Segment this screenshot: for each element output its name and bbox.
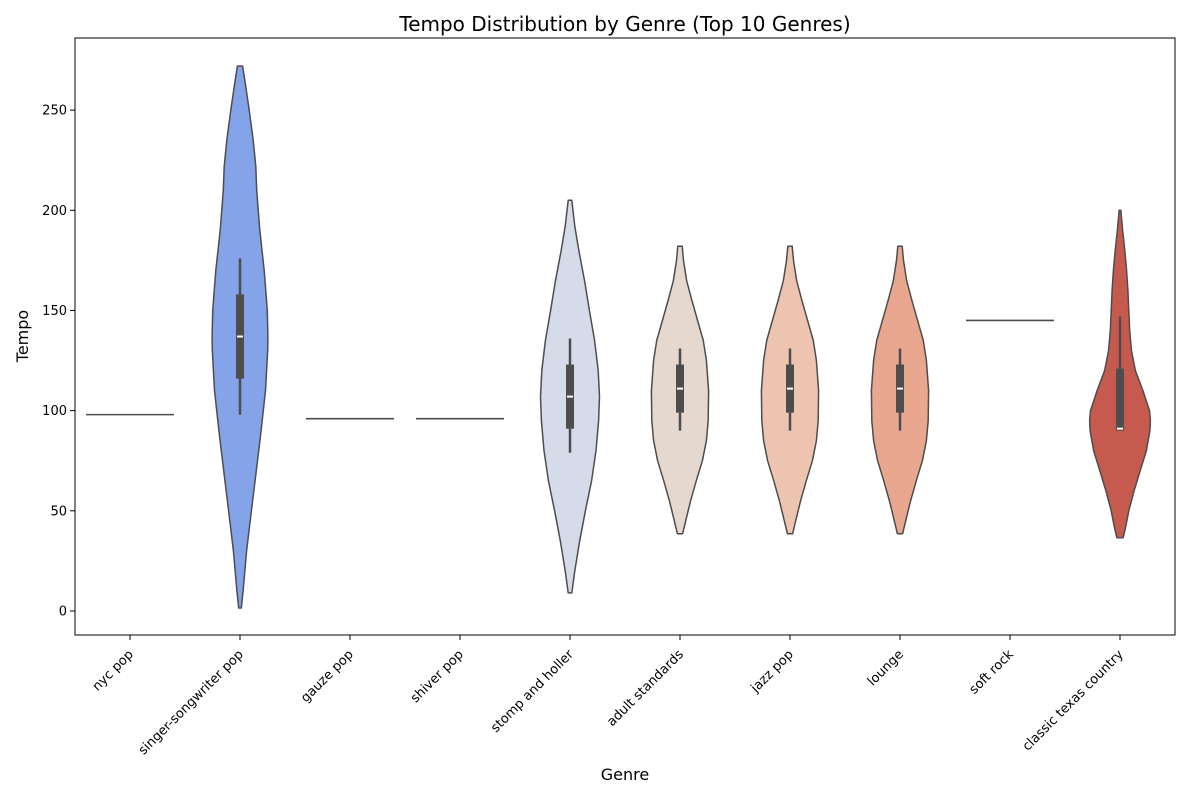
y-axis-label: Tempo	[13, 310, 32, 363]
x-tick-label: classic texas country	[1020, 647, 1127, 754]
x-tick-label: soft rock	[967, 647, 1018, 698]
y-tick-label: 0	[59, 604, 67, 619]
plot-frame	[74, 37, 1176, 636]
x-tick-label: shiver pop	[408, 647, 467, 706]
chart-title: Tempo Distribution by Genre (Top 10 Genr…	[398, 12, 850, 36]
violin-layer	[86, 65, 1152, 609]
x-tick-label: nyc pop	[90, 647, 137, 694]
x-axis-label: Genre	[601, 765, 649, 784]
x-tick-label: adult standards	[604, 647, 687, 730]
x-tick-label: singer-songwriter pop	[136, 647, 247, 758]
y-axis: 0 50 100 150 200 250	[42, 104, 75, 619]
x-tick-label: lounge	[865, 647, 907, 689]
y-tick-label: 250	[42, 104, 67, 119]
x-axis: nyc pop singer-songwriter pop gauze pop shi…	[90, 635, 1127, 758]
violin-box	[1116, 368, 1124, 431]
x-tick-label: jazz pop	[747, 647, 796, 696]
y-tick-label: 100	[42, 404, 67, 419]
x-tick-label: stomp and holler	[488, 647, 577, 736]
y-tick-label: 200	[42, 204, 67, 219]
y-tick-label: 150	[42, 304, 67, 319]
x-tick-label: gauze pop	[298, 647, 357, 706]
y-tick-label: 50	[50, 504, 67, 519]
